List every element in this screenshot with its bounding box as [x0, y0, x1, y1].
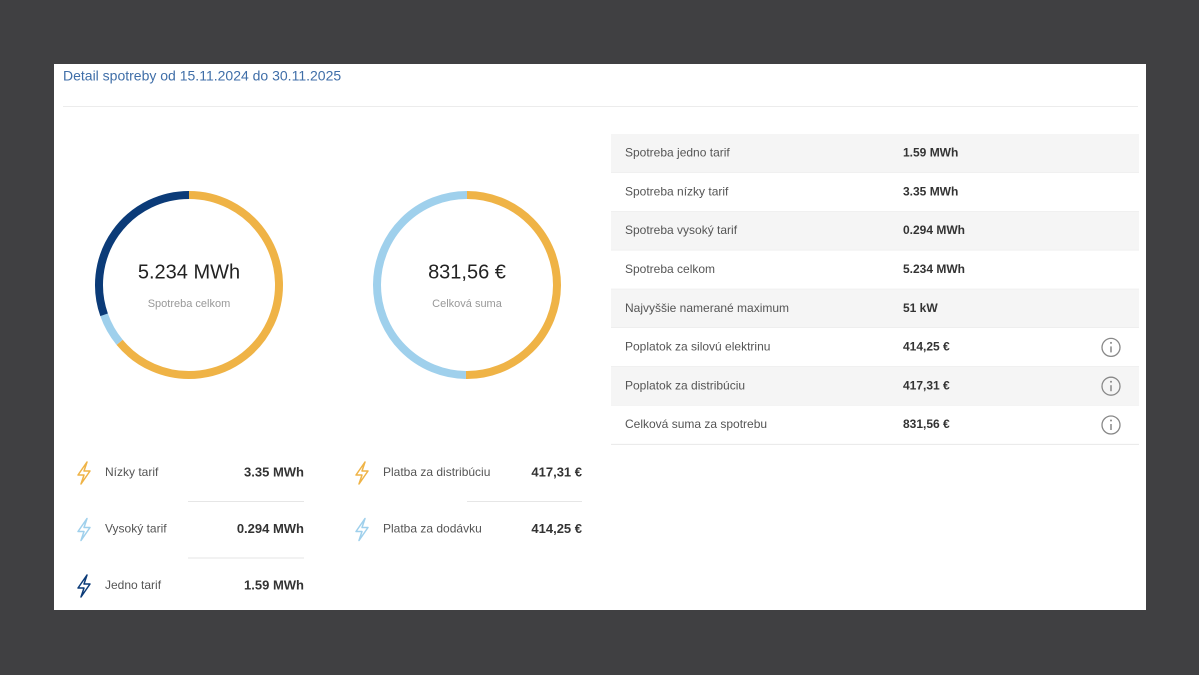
- legend-value: 0.294 MWh: [237, 521, 304, 536]
- legend-label: Platba za dodávku: [383, 522, 482, 536]
- donut-segment: [465, 191, 561, 379]
- row-value: 0.294 MWh: [903, 223, 965, 237]
- table-row: [611, 289, 1139, 328]
- donut-segment: [95, 191, 190, 317]
- row-label: Spotreba vysoký tarif: [625, 223, 738, 237]
- table-row: [611, 328, 1139, 367]
- legend-label: Nízky tarif: [105, 465, 159, 479]
- bolt-icon: [355, 517, 369, 542]
- row-value: 51 kW: [903, 301, 938, 315]
- bolt-icon: [77, 574, 91, 598]
- table-row: [611, 366, 1139, 406]
- table-row: [611, 134, 1139, 173]
- row-value: 5.234 MWh: [903, 262, 965, 276]
- row-value: 414,25 €: [903, 340, 950, 354]
- table-row: [611, 211, 1139, 251]
- donut-segment: [100, 313, 123, 345]
- row-value: 1.59 MWh: [903, 146, 958, 160]
- legend-value: 414,25 €: [531, 521, 582, 536]
- table-row: [611, 405, 1139, 445]
- donut-segment: [116, 191, 283, 379]
- row-label: Spotreba celkom: [625, 262, 715, 276]
- legend-label: Jedno tarif: [105, 578, 162, 592]
- donut-segment: [373, 191, 468, 379]
- row-label: Spotreba nízky tarif: [625, 184, 729, 198]
- legend-value: 417,31 €: [531, 464, 582, 479]
- legend-label: Platba za distribúciu: [383, 465, 490, 479]
- bolt-icon: [355, 461, 369, 485]
- table-row: [611, 250, 1139, 290]
- row-label: Celková suma za spotrebu: [625, 417, 767, 431]
- info-icon-dot: [1110, 341, 1112, 344]
- row-value: 831,56 €: [903, 417, 950, 431]
- row-value: 417,31 €: [903, 378, 950, 392]
- legend-value: 1.59 MWh: [244, 577, 304, 592]
- info-icon-dot: [1110, 380, 1112, 383]
- legend-value: 3.35 MWh: [244, 464, 304, 479]
- row-label: Poplatok za silovú elektrinu: [625, 340, 770, 354]
- row-label: Spotreba jedno tarif: [625, 146, 730, 160]
- row-value: 3.35 MWh: [903, 184, 958, 198]
- table-row: [611, 172, 1139, 212]
- donut-center-value: 831,56 €: [428, 261, 506, 283]
- title: Detail spotreby od 15.11.2024 do 30.11.2…: [63, 68, 341, 84]
- donut-center-label: Spotreba celkom: [148, 298, 231, 310]
- info-icon-dot: [1110, 419, 1112, 422]
- info-icon[interactable]: [1101, 415, 1121, 435]
- info-icon[interactable]: [1101, 337, 1121, 358]
- donut-center-label: Celková suma: [432, 298, 503, 310]
- bolt-icon: [77, 517, 91, 542]
- donut-center-value: 5.234 MWh: [138, 261, 240, 283]
- legend-label: Vysoký tarif: [105, 522, 167, 536]
- row-label: Najvyššie namerané maximum: [625, 301, 789, 315]
- row-label: Poplatok za distribúciu: [625, 378, 745, 392]
- info-icon[interactable]: [1101, 376, 1121, 396]
- bolt-icon: [77, 461, 91, 485]
